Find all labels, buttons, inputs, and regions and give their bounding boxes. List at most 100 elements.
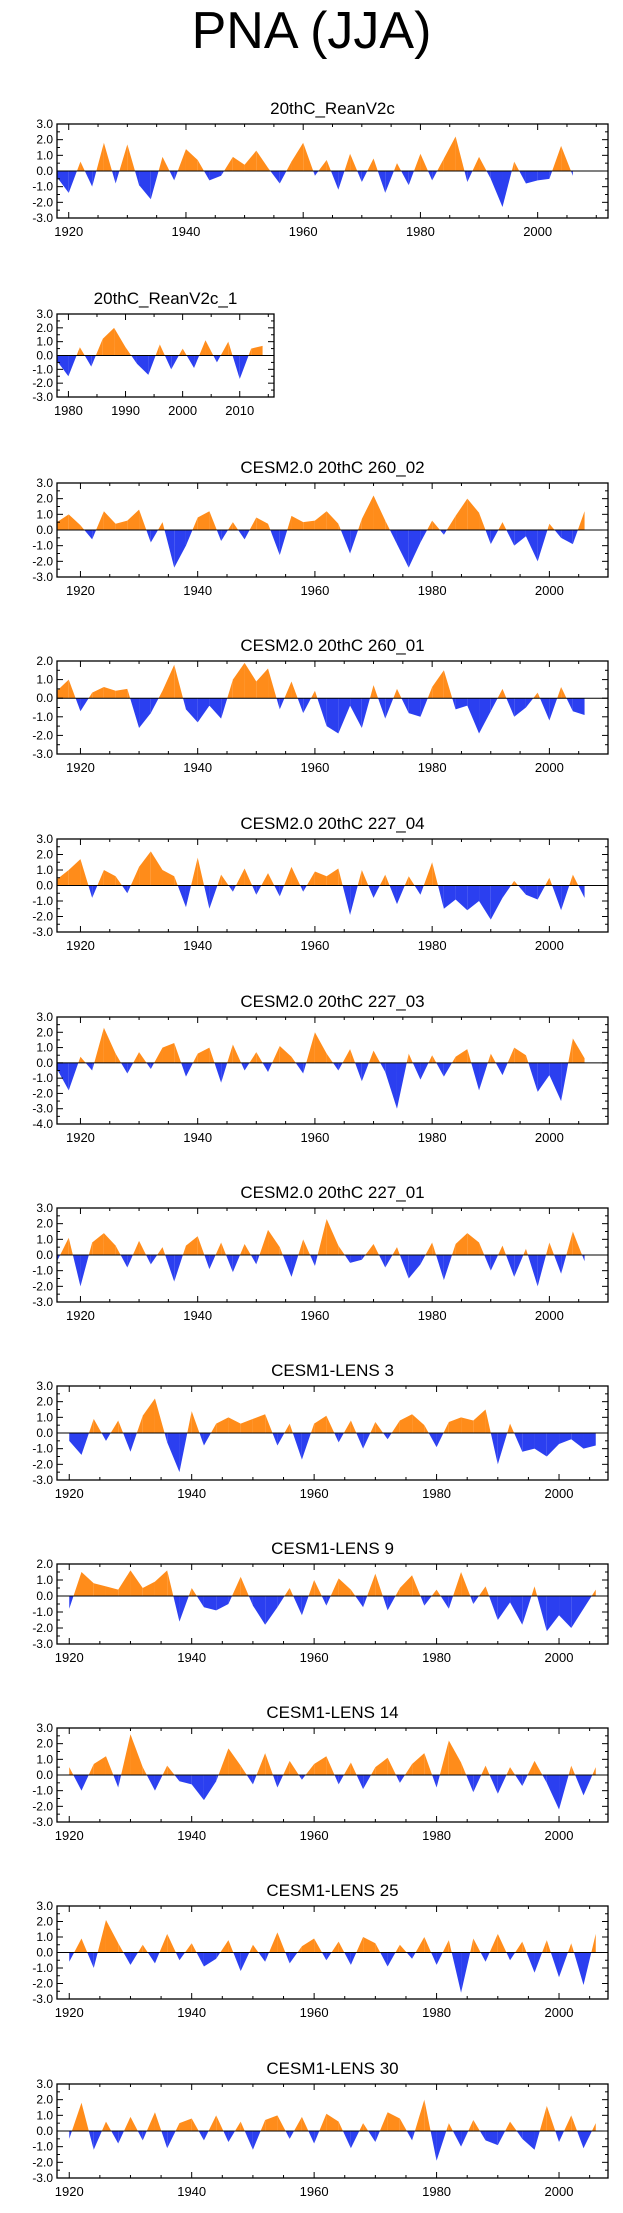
negative-anomaly [221, 171, 225, 176]
positive-anomaly [142, 1398, 155, 1433]
negative-anomaly [431, 1952, 437, 1965]
positive-anomaly [498, 1245, 503, 1255]
positive-anomaly [527, 1760, 535, 1775]
positive-anomaly [291, 142, 304, 171]
negative-anomaly [204, 1255, 210, 1270]
negative-anomaly [238, 530, 245, 540]
negative-anomaly [373, 885, 380, 898]
positive-anomaly [284, 681, 292, 699]
y-tick-label: 3.0 [36, 1201, 53, 1215]
positive-anomaly [342, 1049, 351, 1063]
negative-anomaly [414, 885, 421, 895]
positive-anomaly [221, 1242, 227, 1255]
positive-anomaly [265, 1414, 273, 1433]
positive-anomaly [158, 156, 163, 171]
positive-anomaly [396, 163, 402, 171]
positive-anomaly [363, 1937, 376, 1953]
positive-anomaly [57, 514, 69, 530]
positive-anomaly [80, 161, 85, 171]
positive-anomaly [185, 1236, 198, 1255]
positive-anomaly [455, 1233, 468, 1255]
negative-anomaly [173, 1596, 180, 1622]
positive-anomaly [308, 1580, 315, 1596]
negative-anomaly [130, 1952, 139, 1965]
positive-anomaly [489, 1933, 498, 1953]
negative-anomaly [181, 1062, 186, 1077]
positive-anomaly [497, 1933, 507, 1953]
negative-anomaly [537, 1596, 547, 1632]
positive-anomaly [185, 1943, 192, 1953]
y-tick-label: -3.0 [32, 1473, 53, 1487]
positive-anomaly [455, 498, 468, 530]
positive-anomaly [455, 136, 465, 171]
positive-anomaly [88, 1764, 94, 1775]
positive-anomaly [487, 1053, 491, 1063]
negative-anomaly [314, 1255, 318, 1266]
y-tick-label: 3.0 [36, 1721, 53, 1735]
negative-anomaly [380, 1062, 386, 1073]
negative-anomaly [73, 1775, 82, 1791]
positive-anomaly [188, 1588, 192, 1596]
negative-anomaly [276, 698, 280, 710]
positive-anomaly [157, 1247, 163, 1255]
negative-anomaly [226, 1255, 233, 1273]
negative-anomaly [310, 1255, 315, 1266]
negative-anomaly [174, 530, 186, 568]
y-tick-label: -1.0 [32, 2140, 53, 2154]
negative-anomaly [223, 2131, 229, 2142]
positive-anomaly [105, 1756, 114, 1775]
negative-anomaly [408, 530, 421, 568]
positive-anomaly [592, 1767, 596, 1775]
y-tick-label: -4.0 [32, 1117, 53, 1131]
positive-anomaly [146, 2112, 155, 2131]
positive-anomaly [314, 690, 318, 699]
y-tick-label: 2.0 [36, 2093, 53, 2107]
chart-panel: CESM1-LENS 30 3.0 2.01.0 0.0 -1.0-2.0 -3.0192… [32, 2059, 609, 2199]
negative-anomaly [199, 1433, 204, 1446]
negative-anomaly [303, 1062, 307, 1074]
positive-anomaly [561, 145, 571, 171]
negative-anomaly [573, 1952, 584, 1986]
x-tick-label: 1980 [422, 1828, 451, 1843]
negative-anomaly [525, 885, 538, 900]
negative-anomaly [490, 1433, 498, 1465]
positive-anomaly [127, 688, 131, 699]
negative-anomaly [308, 2131, 315, 2144]
negative-anomaly [537, 530, 548, 562]
positive-anomaly [279, 1247, 283, 1255]
positive-anomaly [424, 2099, 431, 2131]
negative-anomaly [552, 885, 562, 911]
positive-anomaly [568, 1765, 572, 1775]
x-tick-label: 1940 [177, 1650, 206, 1665]
negative-anomaly [490, 171, 503, 208]
positive-anomaly [105, 2121, 112, 2131]
y-tick-label: 1.0 [36, 1232, 53, 1246]
positive-anomaly [591, 1933, 596, 1953]
negative-anomaly [382, 1596, 388, 1611]
negative-anomaly [196, 1952, 204, 1967]
positive-anomaly [235, 2121, 241, 2131]
page-title: PNA (JJA) [191, 2, 432, 60]
negative-anomaly [240, 1952, 250, 1972]
negative-anomaly [436, 1062, 444, 1077]
positive-anomaly [393, 163, 397, 171]
y-tick-label: -2.0 [32, 1799, 53, 1813]
negative-anomaly [439, 530, 444, 535]
x-tick-label: 2000 [545, 1828, 574, 1843]
negative-anomaly [279, 171, 287, 184]
positive-anomaly [158, 522, 163, 530]
positive-anomaly [256, 517, 269, 530]
negative-anomaly [338, 1775, 344, 1785]
x-tick-label: 2000 [545, 2184, 574, 2199]
x-tick-label: 1920 [54, 224, 83, 239]
negative-anomaly [57, 171, 69, 193]
positive-anomaly [485, 1586, 490, 1596]
chart-panel: CESM2.0 20thC 260_01 2.0 1.0 0.0 -1.0 -2.0 -3.… [32, 636, 609, 775]
positive-anomaly [256, 1753, 266, 1775]
negative-anomaly [506, 1255, 515, 1277]
negative-anomaly [209, 171, 222, 181]
x-tick-label: 1920 [55, 2184, 84, 2199]
negative-anomaly [139, 698, 151, 728]
negative-anomaly [385, 171, 394, 193]
positive-anomaly [350, 1049, 356, 1063]
